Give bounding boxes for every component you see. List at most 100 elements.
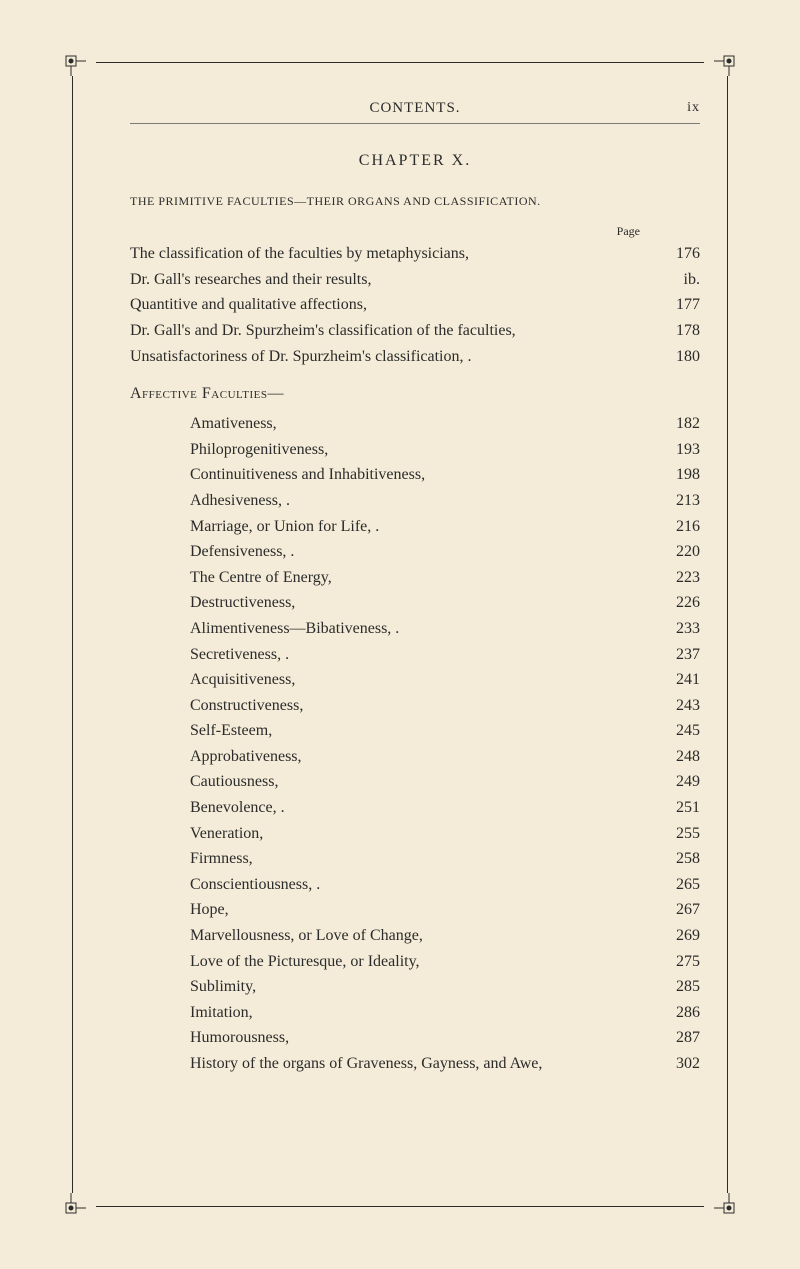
toc-entry-label: The Centre of Energy, (130, 567, 650, 589)
bottom-border-rule (96, 1206, 704, 1207)
toc-entry: Quantitive and qualitative affections,17… (130, 294, 700, 316)
toc-entry: Dr. Gall's researches and their results,… (130, 269, 700, 291)
toc-entry: Dr. Gall's and Dr. Spurzheim's classific… (130, 320, 700, 342)
toc-entry: Continuitiveness and Inhabitiveness,198 (130, 464, 700, 486)
toc-entry-page: 267 (650, 899, 700, 921)
toc-entry-page: 182 (650, 413, 700, 435)
toc-entry-page: 269 (650, 925, 700, 947)
toc-entry-page: 248 (650, 746, 700, 768)
toc-entry-label: Imitation, (130, 1002, 650, 1024)
toc-entry-page: 237 (650, 644, 700, 666)
toc-entry: Secretiveness, .237 (130, 644, 700, 666)
toc-entry-label: Humorousness, (130, 1027, 650, 1049)
chapter-title: CHAPTER X. (130, 152, 700, 170)
toc-entry-label: Acquisitiveness, (130, 669, 650, 691)
toc-entry: Veneration,255 (130, 823, 700, 845)
toc-entry-label: Dr. Gall's researches and their results, (130, 269, 650, 291)
ornament-corner-bottom-right (714, 1193, 740, 1219)
toc-entry: Firmness,258 (130, 848, 700, 870)
toc-entry-label: Amativeness, (130, 413, 650, 435)
book-page: CONTENTS. ix CHAPTER X. THE PRIMITIVE FA… (0, 0, 800, 1269)
toc-entry: History of the organs of Graveness, Gayn… (130, 1053, 700, 1075)
toc-entry: Amativeness,182 (130, 413, 700, 435)
left-border-rule (72, 76, 73, 1193)
toc-entry-page: 193 (650, 439, 700, 461)
toc-entry-label: Self-Esteem, (130, 720, 650, 742)
toc-entry-label: Sublimity, (130, 976, 650, 998)
toc-entry-page: 287 (650, 1027, 700, 1049)
toc-entry: Imitation,286 (130, 1002, 700, 1024)
toc-entry-label: Cautiousness, (130, 771, 650, 793)
toc-entry-page: 245 (650, 720, 700, 742)
toc-entry-page: 249 (650, 771, 700, 793)
toc-entry-page: 226 (650, 592, 700, 614)
toc-entry-page: 243 (650, 695, 700, 717)
toc-entry: Constructiveness,243 (130, 695, 700, 717)
toc-entry: The Centre of Energy,223 (130, 567, 700, 589)
toc-entry-label: Marvellousness, or Love of Change, (130, 925, 650, 947)
page-number: ix (558, 100, 701, 117)
toc-entry-label: Defensiveness, . (130, 541, 650, 563)
toc-entry-page: 265 (650, 874, 700, 896)
toc-entry-page: 220 (650, 541, 700, 563)
toc-entry-label: Marriage, or Union for Life, . (130, 516, 650, 538)
toc-entry-label: Conscientiousness, . (130, 874, 650, 896)
toc-entry: Sublimity,285 (130, 976, 700, 998)
toc-entry-label: The classification of the faculties by m… (130, 243, 650, 265)
toc-entry-page: 251 (650, 797, 700, 819)
toc-entry-page: 213 (650, 490, 700, 512)
page-content: CONTENTS. ix CHAPTER X. THE PRIMITIVE FA… (100, 60, 730, 1119)
toc-entry-label: Firmness, (130, 848, 650, 870)
toc-entry: Hope,267 (130, 899, 700, 921)
toc-entry: Philoprogenitiveness,193 (130, 439, 700, 461)
toc-entry: Acquisitiveness,241 (130, 669, 700, 691)
toc-entry-page: 177 (650, 294, 700, 316)
running-title: CONTENTS. (273, 100, 558, 117)
toc-entry: Marvellousness, or Love of Change,269 (130, 925, 700, 947)
toc-entry: The classification of the faculties by m… (130, 243, 700, 265)
toc-entry: Unsatisfactoriness of Dr. Spurzheim's cl… (130, 346, 700, 368)
toc-entry-page: 255 (650, 823, 700, 845)
toc-entry-label: Unsatisfactoriness of Dr. Spurzheim's cl… (130, 346, 650, 368)
toc-entry-page: 198 (650, 464, 700, 486)
header-rule (130, 123, 700, 124)
toc-entry-label: Alimentiveness—Bibativeness, . (130, 618, 650, 640)
toc-entry: Conscientiousness, .265 (130, 874, 700, 896)
toc-entry-label: Hope, (130, 899, 650, 921)
toc-entry-label: Veneration, (130, 823, 650, 845)
toc-entry-page: 302 (650, 1053, 700, 1075)
affective-entries-list: Amativeness,182Philoprogenitiveness,193C… (130, 413, 700, 1074)
toc-entry-label: Adhesiveness, . (130, 490, 650, 512)
toc-entry-page: 258 (650, 848, 700, 870)
running-head: CONTENTS. ix (130, 100, 700, 117)
toc-entry: Cautiousness,249 (130, 771, 700, 793)
toc-entry-page: 285 (650, 976, 700, 998)
toc-entry: Defensiveness, .220 (130, 541, 700, 563)
toc-entry-page: ib. (650, 269, 700, 291)
toc-entry-page: 286 (650, 1002, 700, 1024)
ornament-corner-top-left (60, 50, 86, 76)
toc-entry: Benevolence, .251 (130, 797, 700, 819)
toc-entry: Self-Esteem,245 (130, 720, 700, 742)
toc-entry-page: 180 (650, 346, 700, 368)
toc-entry-page: 275 (650, 951, 700, 973)
toc-entry-label: Philoprogenitiveness, (130, 439, 650, 461)
toc-entry-page: 216 (650, 516, 700, 538)
running-head-spacer (130, 100, 273, 117)
toc-entry-page: 178 (650, 320, 700, 342)
toc-entry: Alimentiveness—Bibativeness, .233 (130, 618, 700, 640)
toc-entry-label: Love of the Picturesque, or Ideality, (130, 951, 650, 973)
toc-entry-label: History of the organs of Graveness, Gayn… (130, 1053, 650, 1075)
toc-entry-label: Continuitiveness and Inhabitiveness, (130, 464, 650, 486)
toc-entry-page: 233 (650, 618, 700, 640)
page-column-label: Page (130, 223, 650, 239)
toc-entry: Adhesiveness, .213 (130, 490, 700, 512)
toc-entry-label: Secretiveness, . (130, 644, 650, 666)
toc-entry-page: 176 (650, 243, 700, 265)
toc-entry-label: Quantitive and qualitative affections, (130, 294, 650, 316)
section-title: THE PRIMITIVE FACULTIES—THEIR ORGANS AND… (130, 194, 700, 209)
toc-entry-label: Dr. Gall's and Dr. Spurzheim's classific… (130, 320, 650, 342)
toc-entry: Approbativeness,248 (130, 746, 700, 768)
toc-entry-label: Benevolence, . (130, 797, 650, 819)
page-column-label-row: Page (130, 223, 700, 239)
